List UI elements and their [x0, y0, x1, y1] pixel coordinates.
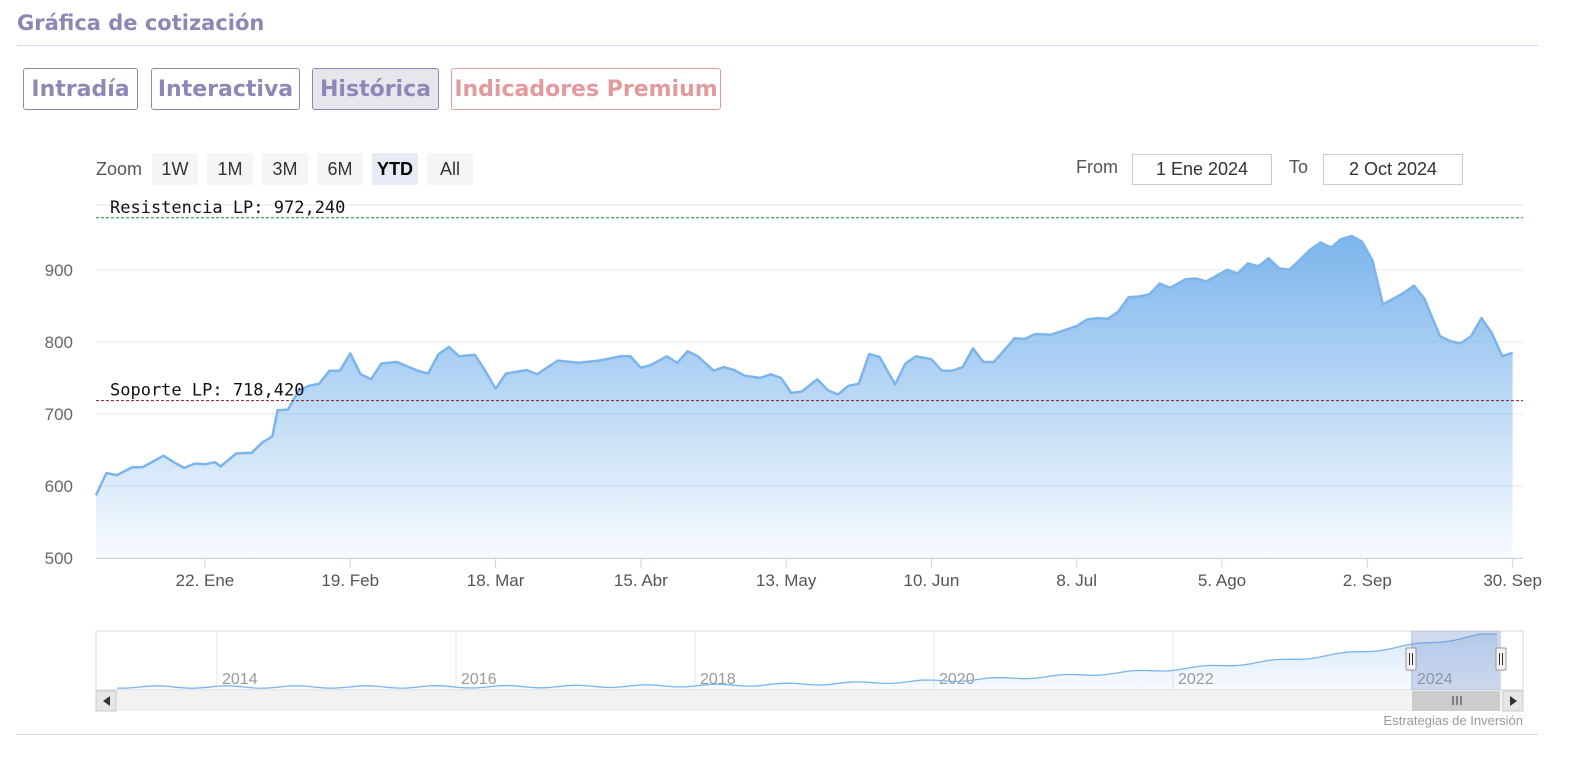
plot-line-label: Soporte LP: 718,420 — [110, 381, 304, 401]
zoom-all-button[interactable]: All — [427, 153, 473, 185]
navigator-year-label: 2016 — [461, 671, 497, 688]
x-tick-label: 13. May — [756, 571, 817, 590]
x-tick-label: 8. Jul — [1056, 571, 1097, 590]
x-tick-label: 22. Ene — [176, 571, 235, 590]
zoom-3m-button[interactable]: 3M — [262, 153, 308, 185]
x-tick-label: 2. Sep — [1343, 571, 1392, 590]
x-tick-label: 19. Feb — [321, 571, 379, 590]
zoom-label: Zoom — [96, 159, 143, 179]
y-axis: 500 600 700 800 900 — [45, 261, 73, 568]
from-date-input[interactable]: 1 Ene 2024 — [1132, 154, 1272, 185]
zoom-1m-button[interactable]: 1M — [207, 153, 253, 185]
plot-line-label: Resistencia LP: 972,240 — [110, 198, 345, 218]
zoom-1w-button[interactable]: 1W — [152, 153, 198, 185]
navigator-handle[interactable] — [1495, 647, 1507, 671]
to-label: To — [1289, 157, 1309, 177]
tab-interactiva[interactable]: Interactiva — [151, 68, 300, 110]
chart-credit: Estrategias de Inversión — [1383, 713, 1523, 728]
x-tick-label: 30. Sep — [1483, 571, 1542, 590]
navigator[interactable]: 201420162018202020222024 — [95, 630, 1524, 712]
x-axis: 22. Ene 19. Feb 18. Mar 15. Abr 13. May 10. J… — [96, 558, 1542, 590]
tab-intradia[interactable]: Intradía — [23, 68, 138, 110]
bottom-divider — [17, 734, 1538, 735]
chart-section-title: Gráfica de cotización — [17, 11, 265, 35]
x-tick-label: 10. Jun — [904, 571, 960, 590]
x-tick-label: 18. Mar — [467, 571, 525, 590]
navigator-handle[interactable] — [1405, 647, 1417, 671]
navigator-area — [117, 634, 1500, 690]
arrow-left-icon — [103, 696, 110, 706]
y-tick-label: 800 — [45, 333, 73, 352]
y-tick-label: 900 — [45, 261, 73, 280]
x-tick-label: 15. Abr — [614, 571, 668, 590]
tab-indicadores-premium[interactable]: Indicadores Premium — [451, 68, 721, 110]
navigator-line — [116, 633, 1497, 689]
zoom-ytd-button[interactable]: YTD — [372, 153, 418, 185]
zoom-6m-button[interactable]: 6M — [317, 153, 363, 185]
navigator-year-label: 2018 — [700, 671, 736, 688]
plot-lines: Resistencia LP: 972,240 Soporte LP: 718,4… — [96, 198, 1523, 402]
arrow-right-icon — [1510, 696, 1517, 706]
series-area — [96, 236, 1513, 558]
to-date-input[interactable]: 2 Oct 2024 — [1323, 154, 1463, 185]
series-line — [94, 234, 1514, 496]
navigator-selection — [1411, 631, 1501, 690]
series-layer — [94, 234, 1514, 558]
y-tick-label: 600 — [45, 477, 73, 496]
tab-historica[interactable]: Histórica — [312, 68, 439, 110]
y-tick-label: 700 — [45, 405, 73, 424]
y-tick-label: 500 — [45, 549, 73, 568]
scrollbar-thumb[interactable] — [1412, 691, 1500, 711]
scrollbar-track[interactable] — [96, 691, 1523, 711]
title-divider — [17, 45, 1538, 46]
from-label: From — [1076, 157, 1118, 177]
navigator-year-label: 2014 — [222, 671, 258, 688]
x-tick-label: 5. Ago — [1198, 571, 1246, 590]
